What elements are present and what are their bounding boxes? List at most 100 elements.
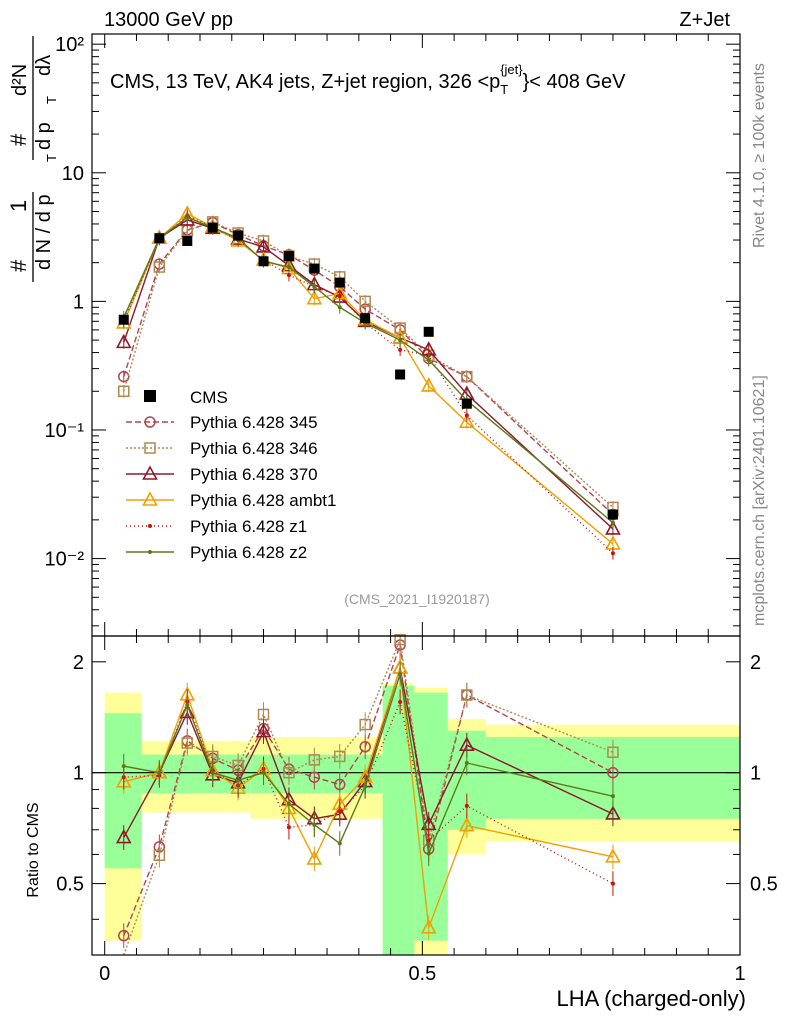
ratio-point xyxy=(426,851,431,856)
ratio-point xyxy=(359,741,371,753)
band-inner xyxy=(173,754,200,794)
data-point xyxy=(423,326,434,337)
ratio-point xyxy=(306,850,323,865)
ratio-point xyxy=(181,737,194,749)
y-tick-label: 10 xyxy=(62,163,84,185)
ratio-point xyxy=(121,764,126,769)
ratio-tick-label-left: 2 xyxy=(73,652,84,674)
legend: CMS Pythia 6.428 345 Pythia 6.428 346 Pythi… xyxy=(126,388,336,562)
series-point xyxy=(337,294,342,299)
data-point xyxy=(182,235,193,246)
header-process: Z+Jet xyxy=(679,9,730,31)
series-point xyxy=(185,215,190,220)
ratio-point xyxy=(185,703,190,708)
ratio-point xyxy=(607,766,619,779)
ratio-point xyxy=(607,746,619,758)
ratio-point xyxy=(461,689,473,701)
ratio-point xyxy=(261,770,266,775)
legend-label: Pythia 6.428 370 xyxy=(190,465,318,484)
data-point xyxy=(258,256,269,267)
ylabel-t2: T xyxy=(44,96,59,104)
data-point xyxy=(154,233,165,244)
legend-marker-cms xyxy=(144,390,156,402)
ylabel-hash-2: # xyxy=(6,133,31,146)
data-point xyxy=(118,314,129,325)
ratio-point xyxy=(210,770,215,775)
series-point xyxy=(359,295,371,308)
ratio-point xyxy=(359,718,371,731)
y-tick-label: 10⁻² xyxy=(45,549,85,571)
ylabel-one: 1 xyxy=(6,200,31,212)
legend-marker xyxy=(142,491,158,506)
ratio-point xyxy=(398,700,403,705)
data-point xyxy=(360,313,371,324)
ratio-point xyxy=(394,633,406,646)
ratio-point xyxy=(312,822,317,827)
y-tick-label: 1 xyxy=(73,291,84,313)
data-point xyxy=(334,277,345,288)
data-point xyxy=(607,509,618,520)
title-tail: }< 408 GeV xyxy=(523,71,627,93)
ratio-point xyxy=(308,754,321,766)
ratio-point xyxy=(426,838,431,843)
legend-label: Pythia 6.428 ambt1 xyxy=(190,491,336,510)
ylabel-dl: dλ xyxy=(33,55,55,76)
ratio-tick-label-right: 2 xyxy=(750,652,761,674)
ratio-point xyxy=(118,929,130,942)
series-point xyxy=(398,338,403,343)
series-point xyxy=(458,413,475,428)
band-inner xyxy=(104,713,142,869)
series-point xyxy=(398,347,403,352)
series-point xyxy=(118,385,130,398)
series-line-ratio xyxy=(123,699,614,885)
bottom-frame xyxy=(91,635,741,956)
series-point xyxy=(464,413,469,418)
ylabel-hash-1: # xyxy=(6,259,31,272)
x-tick-label: 0.5 xyxy=(408,963,436,985)
bottom-ylabel: Ratio to CMS xyxy=(25,802,42,897)
series-point xyxy=(118,370,130,383)
legend-label: Pythia 6.428 z1 xyxy=(190,517,307,536)
ratio-point xyxy=(337,809,342,814)
data-point xyxy=(395,369,406,380)
band-inner xyxy=(414,692,448,941)
y-tick-label: 10² xyxy=(55,34,84,56)
series-point xyxy=(461,370,473,383)
series-group xyxy=(115,205,621,956)
ratio-point xyxy=(115,828,132,844)
data-series-cms xyxy=(118,222,618,520)
ratio-point xyxy=(464,761,469,766)
ratio-point xyxy=(308,771,321,783)
legend-marker xyxy=(144,442,156,454)
x-axis-label: LHA (charged-only) xyxy=(556,986,746,1011)
legend-label: Pythia 6.428 z2 xyxy=(190,543,307,562)
ratio-point xyxy=(283,766,295,779)
ratio-point xyxy=(398,672,403,677)
series-line-ratio xyxy=(123,637,614,956)
plot-title: CMS, 13 TeV, AK4 jets, Z+jet region, 326… xyxy=(110,62,626,97)
legend-marker xyxy=(144,416,156,428)
ratio-point xyxy=(157,770,162,775)
ratio-tick-label-left: 0.5 xyxy=(56,874,84,896)
x-tick-label: 1 xyxy=(734,963,745,985)
ylabel-d2n: d²N xyxy=(9,64,31,96)
ratio-point xyxy=(464,803,469,808)
series-point xyxy=(605,520,621,535)
ratio-point xyxy=(334,750,346,763)
ratio-point xyxy=(458,816,475,832)
ratio-tick-label-left: 1 xyxy=(73,763,84,785)
top-ylabel: # 1 d N / d p T # d²N d p T dλ xyxy=(6,36,59,282)
ratio-point xyxy=(605,848,621,863)
ratio-point xyxy=(286,825,291,830)
series-point xyxy=(610,551,615,556)
band-inner xyxy=(382,685,415,955)
data-point xyxy=(233,230,244,241)
x-tick-label: 0 xyxy=(99,963,110,985)
data-point xyxy=(309,263,320,274)
legend-label: Pythia 6.428 345 xyxy=(190,413,318,432)
mcplots-label: mcplots.cern.ch [arXiv:2401.10621] xyxy=(751,375,768,626)
data-point xyxy=(283,251,294,262)
ylabel-t1: T xyxy=(44,154,59,162)
legend-marker xyxy=(148,550,152,554)
